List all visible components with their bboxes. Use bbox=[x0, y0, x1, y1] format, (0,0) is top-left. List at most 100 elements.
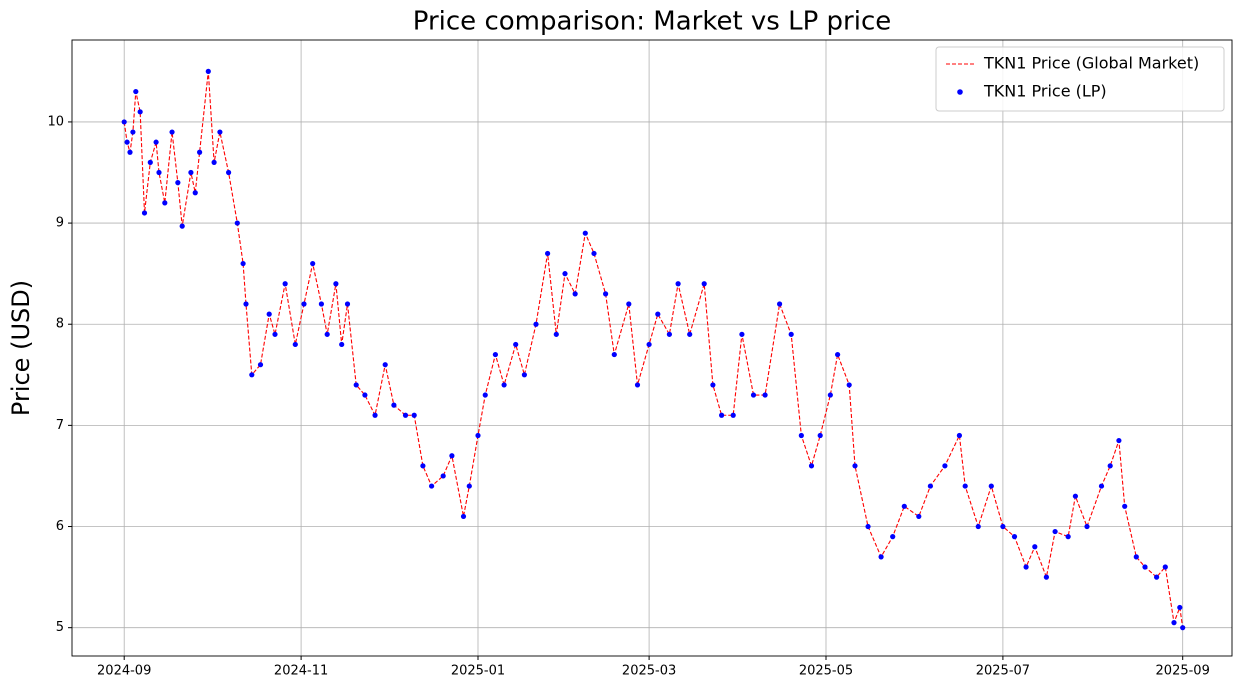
lp-point bbox=[1116, 437, 1122, 444]
lp-point bbox=[788, 331, 794, 337]
lp-point bbox=[545, 250, 551, 257]
lp-point bbox=[890, 534, 896, 540]
lp-point bbox=[249, 372, 255, 378]
lp-point bbox=[611, 351, 617, 358]
lp-point bbox=[975, 523, 981, 530]
lp-point bbox=[169, 129, 175, 135]
lp-point bbox=[466, 483, 472, 489]
lp-point bbox=[591, 250, 597, 257]
lp-point bbox=[402, 412, 409, 418]
lp-point bbox=[162, 200, 168, 206]
lp-point bbox=[942, 463, 948, 469]
lp-point bbox=[482, 392, 488, 398]
lp-point bbox=[372, 412, 378, 418]
lp-point bbox=[1098, 483, 1105, 489]
lp-point bbox=[124, 139, 130, 145]
lp-point bbox=[179, 223, 185, 229]
lp-point bbox=[513, 341, 519, 348]
lp-point bbox=[730, 412, 736, 418]
lp-point bbox=[127, 149, 133, 155]
lp-point bbox=[634, 382, 641, 388]
lp-point bbox=[1032, 544, 1038, 550]
market-line bbox=[123, 71, 1184, 628]
lp-point bbox=[301, 301, 307, 307]
lp-point bbox=[156, 169, 162, 176]
lp-point bbox=[666, 331, 673, 337]
lp-point bbox=[1180, 625, 1186, 631]
x-tick-label: 2025-05 bbox=[799, 664, 853, 679]
lp-point bbox=[1072, 493, 1078, 499]
lp-point bbox=[188, 169, 194, 176]
lp-point bbox=[420, 463, 426, 469]
lp-point bbox=[272, 331, 278, 337]
lp-point bbox=[901, 503, 907, 509]
lp-point bbox=[626, 301, 632, 307]
lp-point bbox=[133, 88, 139, 95]
lp-point bbox=[582, 230, 588, 236]
lp-point bbox=[835, 351, 841, 358]
lp-point bbox=[1084, 523, 1090, 530]
lp-point bbox=[449, 453, 455, 459]
lp-point bbox=[147, 159, 153, 165]
lp-point bbox=[846, 382, 852, 388]
lp-point bbox=[572, 291, 578, 297]
lp-point bbox=[266, 311, 272, 317]
lp-point bbox=[501, 382, 507, 388]
lp-point bbox=[153, 139, 159, 145]
lp-point bbox=[562, 271, 568, 277]
x-tick-label: 2025-01 bbox=[451, 664, 505, 679]
y-tick-label: 6 bbox=[56, 519, 64, 534]
lp-point bbox=[382, 362, 388, 368]
legend-label: TKN1 Price (Global Market) bbox=[983, 54, 1199, 73]
lp-point bbox=[292, 341, 298, 348]
lp-point bbox=[391, 402, 397, 408]
lp-point bbox=[137, 109, 143, 115]
y-tick-label: 8 bbox=[56, 317, 64, 332]
lp-point bbox=[1162, 564, 1168, 570]
lp-point bbox=[988, 483, 994, 489]
chart-title: Price comparison: Market vs LP price bbox=[413, 7, 892, 37]
lp-point bbox=[192, 190, 198, 196]
lp-point bbox=[750, 392, 757, 398]
lp-point bbox=[197, 149, 203, 155]
lp-point bbox=[333, 281, 339, 287]
legend-box bbox=[935, 46, 1225, 112]
x-tick-label: 2024-09 bbox=[97, 664, 151, 679]
lp-point bbox=[710, 382, 716, 388]
lp-point bbox=[324, 331, 330, 337]
lp-point bbox=[852, 463, 858, 469]
lp-point bbox=[701, 281, 707, 287]
lp-point bbox=[762, 392, 768, 398]
y-tick-label: 5 bbox=[56, 620, 64, 635]
x-tick-label: 2025-07 bbox=[976, 664, 1030, 679]
lp-point bbox=[1133, 554, 1139, 560]
lp-point bbox=[808, 463, 815, 469]
lp-point bbox=[1052, 528, 1058, 535]
lp-point bbox=[1154, 574, 1160, 580]
lp-point bbox=[353, 382, 359, 388]
lp-point bbox=[121, 119, 127, 125]
lp-point bbox=[719, 412, 725, 418]
lp-point bbox=[362, 392, 368, 398]
lp-point bbox=[339, 341, 345, 348]
y-tick-label: 10 bbox=[47, 114, 64, 129]
lp-point bbox=[141, 210, 148, 216]
legend: TKN1 Price (Global Market) TKN1 Price (LP… bbox=[935, 46, 1225, 112]
lp-point bbox=[257, 362, 264, 368]
lp-point bbox=[798, 432, 804, 439]
lp-point bbox=[521, 372, 528, 378]
lp-point bbox=[226, 169, 232, 176]
lp-point bbox=[865, 523, 871, 530]
lp-point bbox=[1023, 564, 1029, 570]
lp-point bbox=[1177, 604, 1183, 611]
lp-point bbox=[282, 281, 288, 287]
lp-point bbox=[411, 412, 417, 418]
lp-point bbox=[927, 483, 934, 489]
lp-point bbox=[655, 311, 661, 317]
x-tick-label: 2024-11 bbox=[274, 664, 328, 679]
lp-point bbox=[205, 68, 211, 74]
lp-point bbox=[777, 301, 783, 307]
lp-point bbox=[1065, 534, 1071, 540]
lp-point bbox=[1142, 564, 1148, 570]
